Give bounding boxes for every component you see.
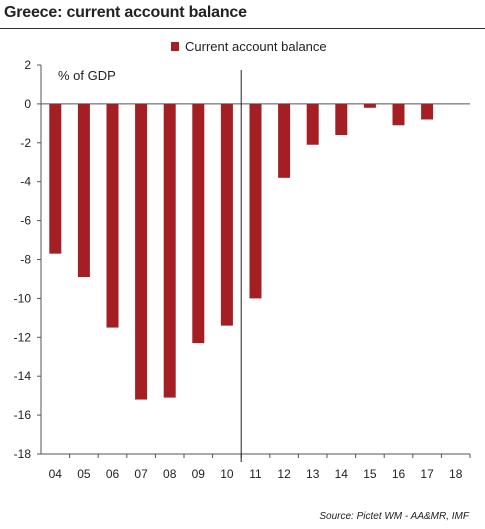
bar-14	[335, 103, 348, 136]
x-tick-label: 07	[134, 467, 148, 481]
x-tick-label: 12	[277, 467, 291, 481]
bar-08	[163, 103, 176, 398]
bar-09	[192, 103, 205, 344]
x-tick-label: 17	[420, 467, 434, 481]
x-tick-label: 08	[163, 467, 177, 481]
bar-12	[278, 103, 291, 178]
bar-07	[135, 103, 148, 400]
x-tick-label: 06	[106, 467, 120, 481]
bar-05	[77, 103, 90, 278]
bar-17	[421, 103, 434, 120]
x-tick-label: 18	[449, 467, 463, 481]
y-tick-label: -16	[14, 408, 32, 422]
y-tick-label: -10	[14, 291, 32, 305]
chart-title: Greece: current account balance	[4, 4, 247, 21]
source-note: Source: Pictet WM - AA&MR, IMF	[319, 511, 469, 522]
y-tick-label: -12	[14, 330, 32, 344]
x-tick-label: 04	[49, 467, 63, 481]
legend-label: Current account balance	[185, 39, 327, 54]
x-tick-label: 14	[335, 467, 349, 481]
y-tick-label: -8	[20, 253, 31, 267]
x-tick-label: 13	[306, 467, 320, 481]
x-tick-label: 09	[192, 467, 206, 481]
y-tick-label: 0	[24, 97, 31, 111]
x-tick-label: 11	[249, 467, 262, 481]
bar-10	[220, 103, 233, 326]
bar-06	[106, 103, 119, 328]
bar-11	[249, 103, 262, 299]
legend-swatch	[171, 42, 179, 51]
y-tick-label: -6	[20, 214, 31, 228]
y-tick-label: -4	[20, 175, 31, 189]
y-tick-label: -18	[14, 447, 32, 461]
x-tick-label: 05	[77, 467, 91, 481]
title-divider	[0, 28, 485, 29]
bar-13	[306, 103, 319, 145]
unit-label: % of GDP	[58, 68, 116, 83]
x-tick-label: 10	[220, 467, 234, 481]
bar-15	[363, 103, 376, 108]
y-tick-label: 2	[24, 58, 31, 72]
bar-04	[49, 103, 62, 254]
y-tick-label: -2	[20, 136, 31, 150]
y-tick-label: -14	[14, 369, 32, 383]
x-tick-label: 15	[363, 467, 377, 481]
x-tick-label: 16	[392, 467, 406, 481]
bar-16	[392, 103, 405, 126]
